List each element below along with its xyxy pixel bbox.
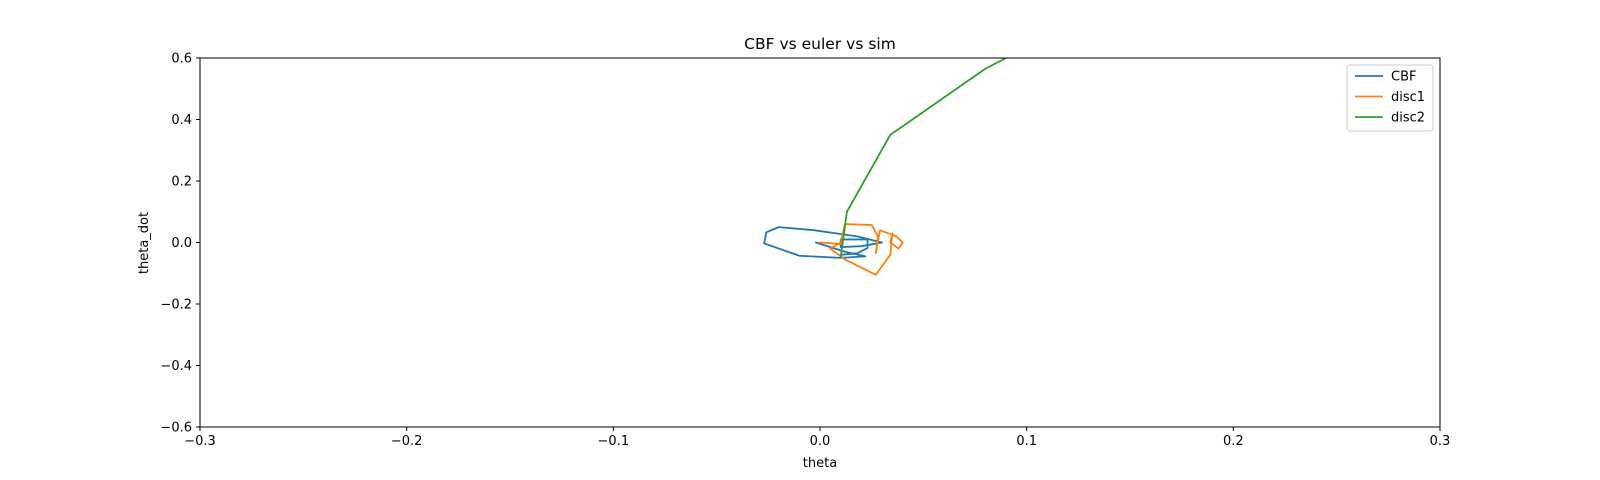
series-layer (763, 58, 1007, 276)
series-line-disc2 (839, 58, 1007, 259)
y-axis-label: theta_dot (137, 212, 152, 274)
x-tick-label: 0.3 (1430, 434, 1451, 449)
x-tick-label: −0.3 (184, 434, 216, 449)
x-axis-label: theta (803, 456, 837, 471)
x-axis: −0.3 −0.2 −0.1 0.0 0.1 0.2 0.3 (184, 427, 1450, 449)
series-line-disc1 (819, 223, 904, 276)
y-tick-label: −0.4 (160, 359, 192, 374)
legend: CBF disc1 disc2 (1346, 64, 1434, 132)
series-line-CBF (763, 226, 883, 259)
legend-label-CBF: CBF (1391, 70, 1416, 85)
legend-label-disc2: disc2 (1391, 111, 1425, 126)
x-tick-label: −0.2 (391, 434, 423, 449)
y-tick-label: 0.0 (171, 236, 192, 251)
legend-box (1346, 64, 1434, 132)
y-axis: 0.6 0.4 0.2 0.0 −0.2 −0.4 −0.6 (160, 52, 200, 436)
x-tick-label: 0.0 (810, 434, 831, 449)
y-tick-label: −0.2 (160, 298, 192, 313)
x-tick-label: −0.1 (598, 434, 630, 449)
y-tick-label: −0.6 (160, 421, 192, 436)
chart-title: CBF vs euler vs sim (744, 35, 896, 53)
y-tick-label: 0.4 (171, 113, 192, 128)
y-tick-label: 0.6 (171, 52, 192, 67)
x-tick-label: 0.2 (1223, 434, 1244, 449)
legend-label-disc1: disc1 (1391, 90, 1425, 105)
x-tick-label: 0.1 (1016, 434, 1037, 449)
y-tick-label: 0.2 (171, 175, 192, 190)
